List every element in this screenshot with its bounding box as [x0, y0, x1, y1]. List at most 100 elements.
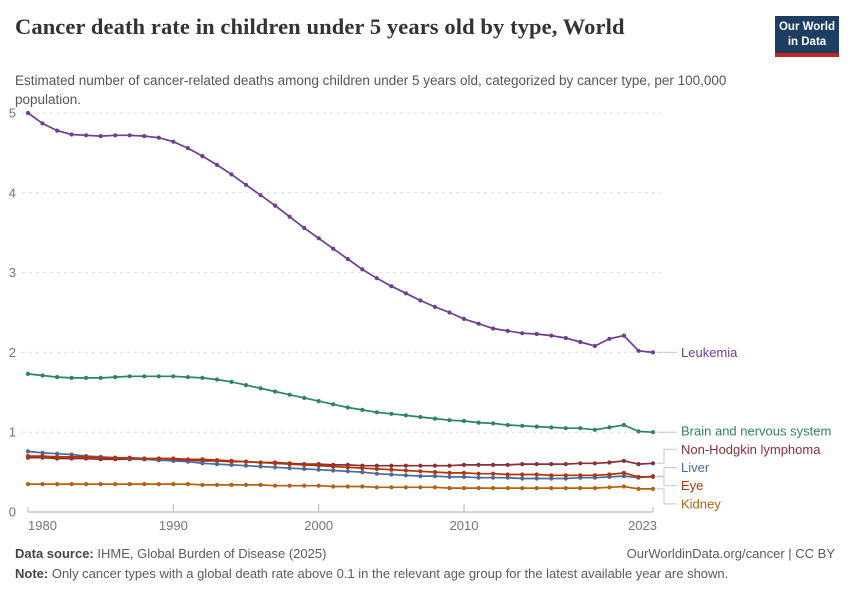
series-point[interactable] — [127, 482, 132, 487]
series-point[interactable] — [491, 486, 496, 491]
series-point[interactable] — [563, 473, 568, 478]
series-point[interactable] — [432, 470, 438, 475]
series-point[interactable] — [84, 482, 89, 487]
series-point[interactable] — [549, 473, 554, 478]
series-point[interactable] — [461, 462, 467, 467]
series-point[interactable] — [185, 457, 190, 462]
series-point[interactable] — [185, 146, 190, 151]
series-point[interactable] — [549, 425, 554, 430]
series-point[interactable] — [432, 485, 438, 490]
series-point[interactable] — [69, 375, 74, 380]
series-point[interactable] — [25, 371, 31, 376]
series-point[interactable] — [505, 475, 510, 480]
series-point[interactable] — [389, 472, 394, 477]
series-point[interactable] — [461, 486, 467, 491]
series-point[interactable] — [520, 476, 525, 481]
series-point[interactable] — [55, 375, 60, 380]
series-point[interactable] — [84, 375, 89, 380]
series-point[interactable] — [345, 465, 350, 470]
series-point[interactable] — [55, 451, 60, 456]
series-point[interactable] — [418, 474, 423, 479]
series-point[interactable] — [200, 457, 205, 462]
series-point[interactable] — [345, 469, 350, 474]
series-point[interactable] — [505, 462, 510, 467]
series-point[interactable] — [389, 284, 394, 289]
series-point[interactable] — [578, 461, 583, 466]
series-point[interactable] — [461, 470, 467, 475]
series-point[interactable] — [142, 134, 147, 139]
series-point[interactable] — [171, 374, 176, 379]
series-point[interactable] — [200, 482, 205, 487]
series-point[interactable] — [534, 331, 539, 337]
series-point[interactable] — [607, 485, 612, 490]
end-label-liver[interactable]: Liver — [681, 460, 710, 475]
end-label-brain-and-nervous-system[interactable]: Brain and nervous system — [681, 424, 831, 439]
series-point[interactable] — [592, 486, 598, 491]
series-point[interactable] — [374, 466, 379, 471]
series-point[interactable] — [563, 476, 568, 481]
series-point[interactable] — [389, 411, 394, 416]
series-point[interactable] — [113, 133, 118, 138]
series-point[interactable] — [621, 474, 627, 479]
series-point[interactable] — [636, 429, 641, 434]
series-point[interactable] — [273, 461, 278, 466]
series-point[interactable] — [374, 485, 379, 490]
series-point[interactable] — [273, 203, 278, 208]
series-point[interactable] — [476, 321, 481, 326]
series-point[interactable] — [214, 458, 220, 463]
series-point[interactable] — [331, 484, 336, 489]
series-point[interactable] — [520, 472, 525, 477]
series-point[interactable] — [25, 110, 31, 116]
series-point[interactable] — [636, 486, 641, 491]
series-point[interactable] — [258, 464, 263, 469]
series-point[interactable] — [621, 422, 627, 428]
series-point[interactable] — [243, 463, 249, 468]
series-point[interactable] — [171, 482, 176, 487]
series-point[interactable] — [25, 482, 31, 487]
series-point[interactable] — [214, 482, 220, 487]
series-point[interactable] — [113, 455, 118, 460]
series-point[interactable] — [156, 456, 161, 461]
series-point[interactable] — [621, 458, 627, 463]
series-point[interactable] — [491, 471, 496, 476]
series-point[interactable] — [534, 424, 539, 429]
series-point[interactable] — [432, 304, 438, 309]
series-point[interactable] — [607, 425, 612, 430]
series-point[interactable] — [84, 454, 89, 459]
series-point[interactable] — [331, 464, 336, 469]
series-point[interactable] — [316, 463, 321, 468]
series-kidney[interactable] — [25, 482, 656, 491]
series-point[interactable] — [273, 389, 278, 394]
series-point[interactable] — [55, 482, 60, 487]
series-point[interactable] — [360, 484, 365, 489]
series-point[interactable] — [25, 449, 31, 454]
series-point[interactable] — [40, 373, 45, 378]
series-point[interactable] — [40, 482, 45, 487]
series-point[interactable] — [25, 454, 31, 459]
series-point[interactable] — [447, 463, 452, 468]
series-point[interactable] — [578, 486, 583, 491]
series-point[interactable] — [156, 482, 161, 487]
series-point[interactable] — [331, 402, 336, 407]
series-point[interactable] — [607, 336, 612, 341]
series-point[interactable] — [374, 276, 379, 281]
series-point[interactable] — [185, 375, 190, 380]
series-point[interactable] — [476, 420, 481, 425]
series-point[interactable] — [302, 462, 307, 467]
series-point[interactable] — [214, 162, 220, 167]
series-point[interactable] — [534, 486, 539, 491]
end-label-non-hodgkin-lymphoma[interactable]: Non-Hodgkin lymphoma — [681, 442, 821, 457]
series-point[interactable] — [229, 172, 234, 177]
series-point[interactable] — [505, 328, 510, 333]
series-point[interactable] — [403, 468, 408, 473]
series-point[interactable] — [229, 458, 234, 463]
series-point[interactable] — [592, 427, 598, 432]
series-point[interactable] — [98, 482, 103, 487]
series-point[interactable] — [403, 473, 408, 478]
series-point[interactable] — [432, 474, 438, 479]
series-point[interactable] — [345, 484, 350, 489]
series-point[interactable] — [389, 467, 394, 472]
series-point[interactable] — [185, 482, 190, 487]
series-point[interactable] — [84, 133, 89, 138]
series-point[interactable] — [69, 482, 74, 487]
